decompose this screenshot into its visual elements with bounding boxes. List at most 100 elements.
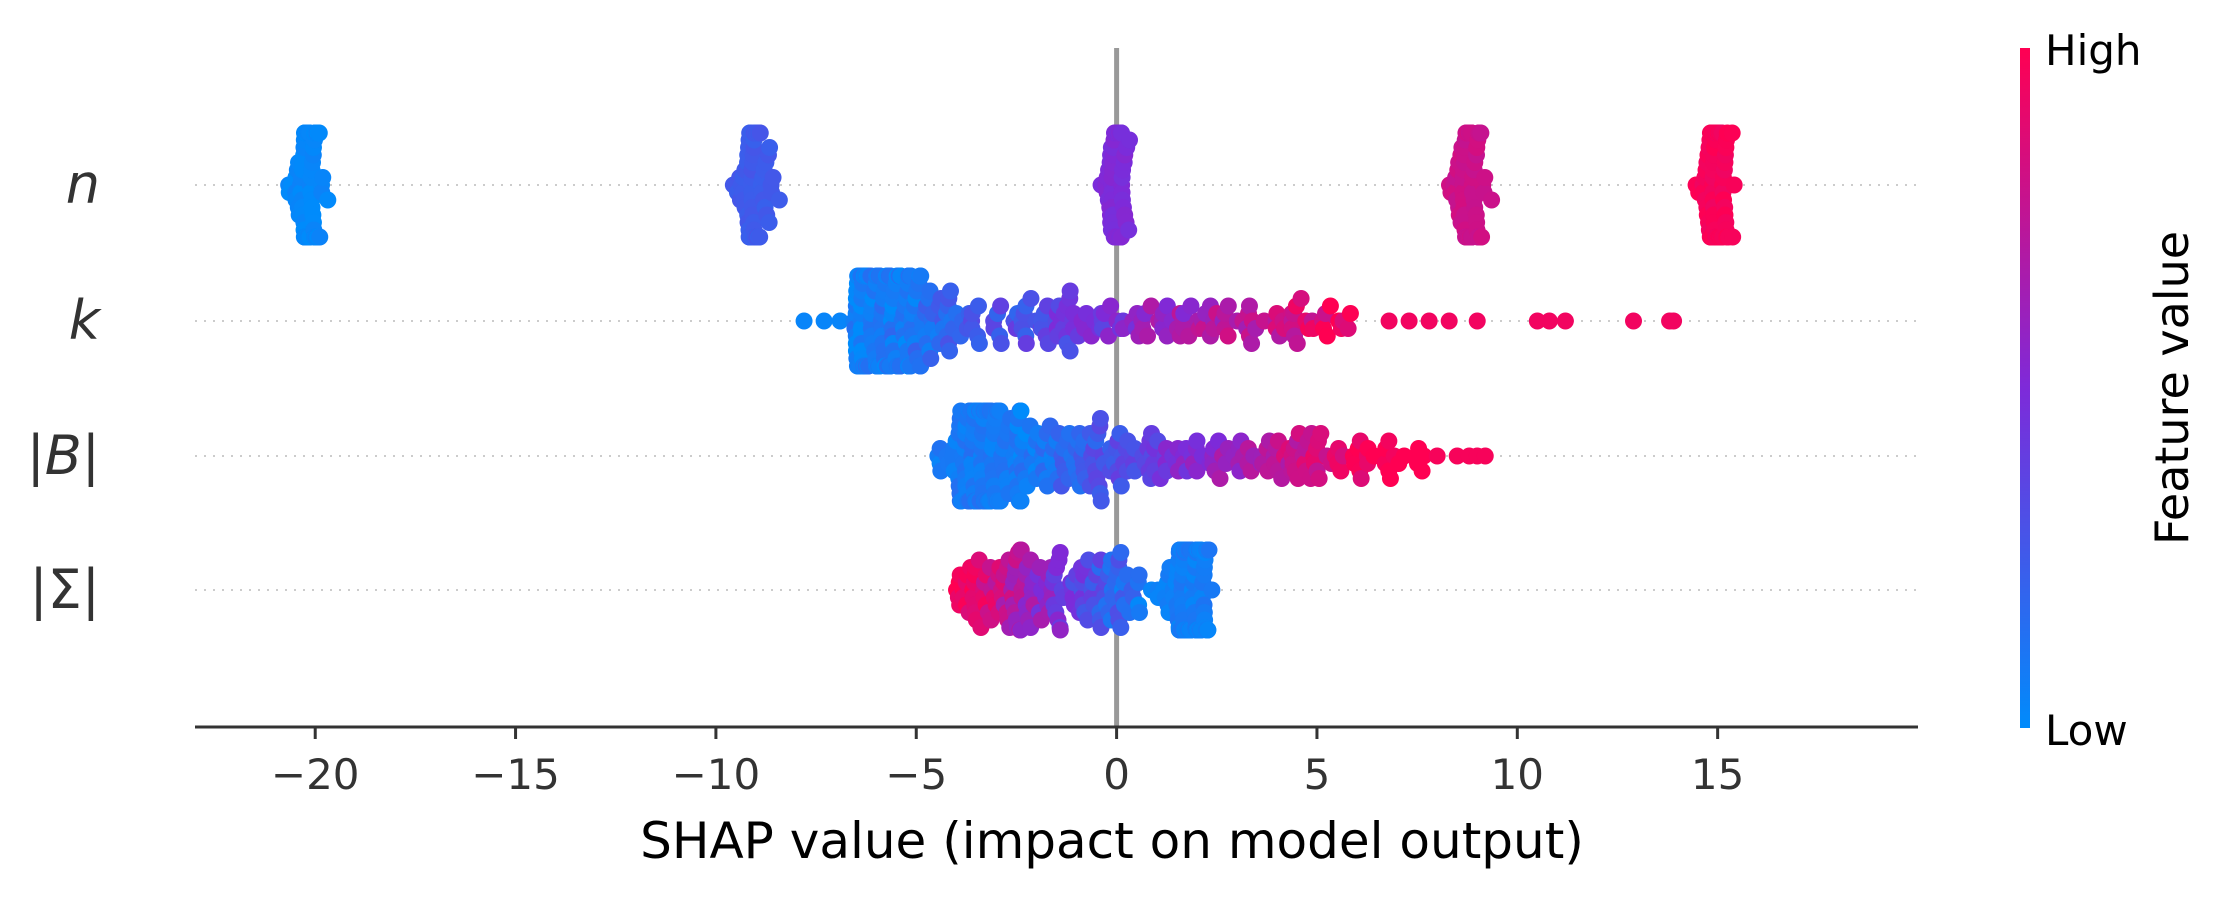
point-k <box>1288 335 1306 352</box>
point-k <box>1540 312 1558 330</box>
point-B <box>1448 447 1466 465</box>
point-k <box>1158 297 1176 315</box>
point-Sigma <box>1130 604 1148 621</box>
point-k <box>1440 312 1458 330</box>
feature-label-n: n <box>66 153 100 216</box>
point-n <box>310 124 328 142</box>
colorbar-title: Feature value <box>2145 231 2199 545</box>
point-n <box>1120 221 1138 239</box>
point-B <box>1211 470 1229 487</box>
point-n <box>1121 131 1139 149</box>
point-k <box>1182 297 1200 315</box>
point-k <box>1318 327 1336 345</box>
point-n <box>764 169 782 186</box>
point-n <box>1723 124 1741 142</box>
point-k <box>1339 320 1357 337</box>
point-k <box>1219 327 1237 345</box>
point-n <box>1483 191 1501 209</box>
point-B <box>1413 462 1431 480</box>
point-k <box>1321 297 1339 315</box>
point-B <box>1091 410 1109 427</box>
point-n <box>314 169 332 186</box>
point-n <box>1472 124 1490 142</box>
point-n <box>770 191 788 209</box>
point-k <box>1341 305 1359 322</box>
x-tick-label: −10 <box>672 750 761 799</box>
point-B <box>1012 492 1030 510</box>
point-n <box>1724 228 1742 246</box>
points-layer <box>280 124 1743 639</box>
point-k <box>1017 335 1035 352</box>
row-guides <box>195 184 1918 591</box>
point-Sigma <box>1199 621 1217 639</box>
point-B <box>1092 492 1110 510</box>
feature-label-k: k <box>69 289 103 352</box>
point-Sigma <box>1079 611 1097 629</box>
point-k <box>1556 312 1574 330</box>
colorbar <box>2020 48 2030 728</box>
point-n <box>311 228 329 246</box>
point-n <box>1473 228 1491 246</box>
point-k <box>1380 312 1398 330</box>
point-k <box>815 312 833 330</box>
point-k <box>1102 297 1120 315</box>
point-k <box>970 335 988 352</box>
point-k <box>1061 342 1079 360</box>
x-tick-label: −20 <box>271 750 360 799</box>
x-tick-label: 5 <box>1304 750 1331 799</box>
point-k <box>922 350 940 367</box>
x-tick-label: 15 <box>1691 750 1744 799</box>
point-n <box>760 214 778 231</box>
point-k <box>1061 282 1079 300</box>
point-k <box>1292 290 1310 307</box>
point-B <box>1188 462 1206 480</box>
point-B <box>1188 432 1206 450</box>
point-k <box>1142 297 1160 315</box>
point-B <box>1395 447 1413 465</box>
point-k <box>831 312 849 330</box>
colorbar-low-label: Low <box>2045 706 2128 755</box>
point-n <box>751 228 769 246</box>
point-k <box>992 335 1010 352</box>
feature-labels: n k |B| |Σ| <box>27 153 103 621</box>
point-Sigma <box>1051 621 1069 639</box>
point-B <box>1352 470 1370 487</box>
x-tick-label: 10 <box>1491 750 1544 799</box>
point-Sigma <box>1112 619 1130 636</box>
point-k <box>1022 290 1040 307</box>
point-B <box>1415 447 1433 465</box>
point-n <box>1725 176 1743 194</box>
point-k <box>1219 297 1237 315</box>
point-k <box>795 312 813 330</box>
point-k <box>1528 312 1546 330</box>
point-B <box>1428 447 1446 465</box>
x-axis-title: SHAP value (impact on model output) <box>640 812 1584 870</box>
point-B <box>1112 477 1130 495</box>
point-Sigma <box>1130 566 1148 584</box>
point-k <box>1400 312 1418 330</box>
point-k <box>912 267 930 285</box>
point-k <box>941 282 959 300</box>
point-B <box>1332 462 1350 480</box>
point-k <box>1243 335 1261 352</box>
point-k <box>1665 312 1683 330</box>
point-n <box>319 191 337 209</box>
point-k <box>1139 327 1157 345</box>
point-n <box>1476 169 1494 186</box>
point-Sigma <box>1112 544 1130 561</box>
point-k <box>1240 297 1258 315</box>
point-k <box>1468 312 1486 330</box>
point-B <box>1012 402 1030 420</box>
point-B <box>1381 470 1399 487</box>
point-Sigma <box>1200 541 1218 559</box>
feature-label-B: |B| <box>27 424 100 487</box>
x-tick-label: −5 <box>885 750 947 799</box>
point-k <box>1625 312 1643 330</box>
point-B <box>1380 432 1398 450</box>
point-k <box>1420 312 1438 330</box>
point-k <box>969 297 987 315</box>
x-ticks: −20 −15 −10 −5 0 5 10 15 <box>271 727 1744 799</box>
x-tick-label: −15 <box>471 750 560 799</box>
feature-label-Sigma: |Σ| <box>29 558 100 621</box>
